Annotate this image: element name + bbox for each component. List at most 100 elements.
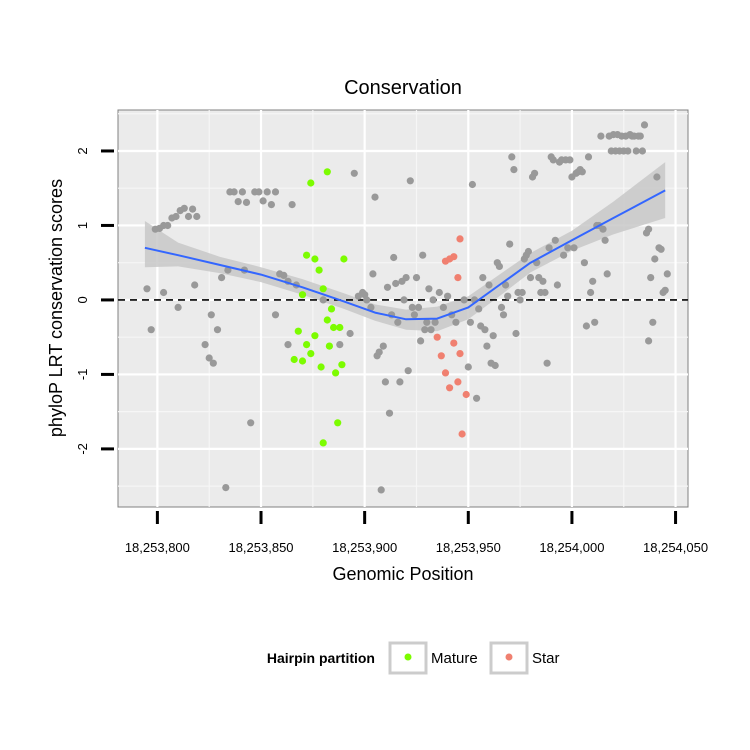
data-point-other <box>502 281 510 289</box>
data-point-other <box>601 236 609 244</box>
data-point-other <box>582 322 591 330</box>
data-point-other <box>263 188 271 196</box>
data-point-other <box>485 281 493 289</box>
data-point-mature <box>307 350 315 358</box>
data-point-other <box>160 288 168 297</box>
data-point-other <box>491 361 499 370</box>
data-point-other <box>172 212 180 221</box>
data-point-other <box>238 188 246 196</box>
data-point-other <box>435 288 443 297</box>
data-point-other <box>591 318 599 326</box>
data-point-other <box>242 198 251 206</box>
data-point-other <box>379 342 387 350</box>
data-point-other <box>427 326 435 334</box>
data-point-other <box>350 169 358 177</box>
data-point-other <box>452 318 460 326</box>
data-point-other <box>564 244 572 252</box>
data-point-star <box>450 339 458 347</box>
data-point-other <box>578 168 586 176</box>
data-point-other <box>495 262 503 270</box>
data-point-other <box>479 274 487 282</box>
data-point-other <box>412 274 421 282</box>
data-point-other <box>209 359 217 367</box>
data-point-other <box>539 277 547 285</box>
data-point-other <box>234 198 242 206</box>
x-tick-label: 18,253,800 <box>125 540 190 555</box>
data-point-mature <box>330 323 338 332</box>
y-tick-label: 0 <box>75 296 90 303</box>
data-point-other <box>180 204 188 212</box>
y-tick-label: -2 <box>75 443 90 455</box>
data-point-other <box>549 156 557 164</box>
data-point-star <box>437 352 445 360</box>
data-point-other <box>481 326 489 334</box>
data-point-other <box>504 292 512 300</box>
data-point-other <box>410 311 418 319</box>
plot-background <box>117 109 689 508</box>
data-point-other <box>661 286 669 294</box>
data-point-other <box>483 342 491 350</box>
smooth-line <box>144 189 666 321</box>
data-point-other <box>645 337 653 345</box>
x-tick-label: 18,254,050 <box>643 540 708 555</box>
data-point-star <box>454 274 462 282</box>
data-point-mature <box>294 327 302 335</box>
data-point-mature <box>298 291 307 299</box>
data-point-other <box>280 271 288 279</box>
data-points <box>143 121 671 494</box>
y-axis-label: phyloP LRT conservation scores <box>46 179 66 437</box>
y-axis: 2 1 0 -1 -2 <box>75 147 114 455</box>
data-point-mature <box>340 255 348 263</box>
data-point-other <box>431 318 439 326</box>
data-point-other <box>230 188 238 196</box>
data-point-mature <box>290 355 298 364</box>
data-point-other <box>516 296 524 304</box>
data-point-other <box>653 173 661 181</box>
data-point-other <box>663 270 671 278</box>
data-point-other <box>543 359 551 367</box>
data-point-other <box>429 296 437 304</box>
data-point-mature <box>332 369 340 377</box>
data-point-star <box>454 378 462 386</box>
data-point-other <box>425 285 433 293</box>
data-point-other <box>645 225 653 233</box>
data-point-other <box>143 285 151 293</box>
data-point-other <box>560 251 568 259</box>
data-point-other <box>193 212 201 221</box>
data-point-other <box>191 281 199 289</box>
data-point-mature <box>336 323 344 332</box>
data-point-other <box>396 378 404 386</box>
data-point-other <box>207 311 215 319</box>
data-point-mature <box>319 285 327 293</box>
data-point-other <box>288 201 296 209</box>
data-point-other <box>184 212 193 221</box>
data-point-star <box>433 333 441 341</box>
data-point-other <box>551 236 559 244</box>
data-point-other <box>423 318 431 326</box>
data-point-star <box>456 235 464 243</box>
data-point-star <box>441 369 450 377</box>
data-point-other <box>147 326 155 334</box>
data-point-other <box>468 180 476 189</box>
data-point-other <box>201 341 209 349</box>
data-point-mature <box>315 266 323 274</box>
data-point-other <box>589 277 597 285</box>
data-point-other <box>499 311 508 319</box>
data-point-other <box>346 329 354 338</box>
data-point-other <box>404 367 412 375</box>
data-point-other <box>545 244 553 252</box>
data-point-other <box>651 255 659 263</box>
data-point-mature <box>334 419 342 427</box>
data-point-mature <box>303 251 311 259</box>
data-point-mature <box>325 342 333 350</box>
data-point-other <box>336 341 344 349</box>
data-point-other <box>224 266 232 274</box>
data-point-other <box>375 348 383 356</box>
data-point-other <box>624 147 632 155</box>
data-point-other <box>570 244 578 252</box>
data-point-other <box>603 270 611 278</box>
x-tick-label: 18,253,900 <box>332 540 397 555</box>
data-point-other <box>553 281 562 289</box>
data-point-mature <box>311 255 319 263</box>
